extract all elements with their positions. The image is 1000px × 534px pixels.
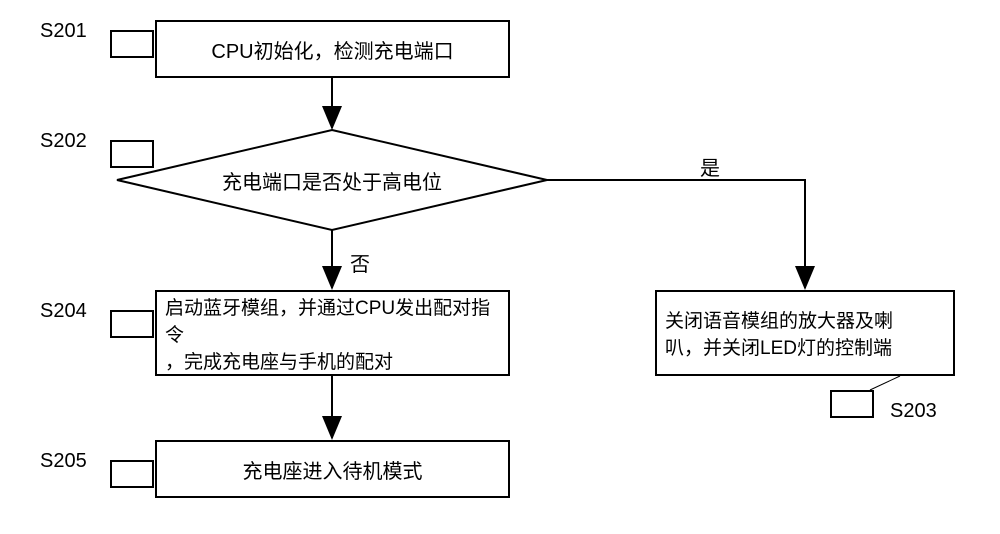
step-minibox-s203 — [830, 390, 874, 418]
node-s203: 关闭语音模组的放大器及喇 叭，并关闭LED灯的控制端 — [655, 290, 955, 376]
flowchart-canvas: S201 CPU初始化，检测充电端口 S202 充电端口是否处于高电位 S204… — [0, 0, 1000, 534]
step-label-s204: S204 — [40, 300, 87, 323]
node-s205: 充电座进入待机模式 — [155, 440, 510, 498]
node-s201-text: CPU初始化，检测充电端口 — [211, 35, 453, 64]
step-minibox-s205 — [110, 460, 154, 488]
edge-label-no: 否 — [350, 248, 370, 277]
node-s205-text: 充电座进入待机模式 — [243, 455, 423, 484]
step-minibox-s201 — [110, 30, 154, 58]
edge-label-yes: 是 — [700, 152, 720, 181]
node-s204-text: 启动蓝牙模组，并通过CPU发出配对指令 ，完成充电座与手机的配对 — [165, 293, 500, 374]
step-minibox-s202 — [110, 140, 154, 168]
node-s204: 启动蓝牙模组，并通过CPU发出配对指令 ，完成充电座与手机的配对 — [155, 290, 510, 376]
step-label-s205: S205 — [40, 450, 87, 473]
step-label-s201: S201 — [40, 20, 87, 43]
node-s203-text: 关闭语音模组的放大器及喇 叭，并关闭LED灯的控制端 — [665, 306, 893, 360]
node-s202: 充电端口是否处于高电位 — [117, 150, 547, 210]
step-label-s202: S202 — [40, 130, 87, 153]
step-minibox-s204 — [110, 310, 154, 338]
node-s201: CPU初始化，检测充电端口 — [155, 20, 510, 78]
node-s202-text: 充电端口是否处于高电位 — [222, 166, 442, 195]
step-label-s203: S203 — [890, 400, 937, 423]
